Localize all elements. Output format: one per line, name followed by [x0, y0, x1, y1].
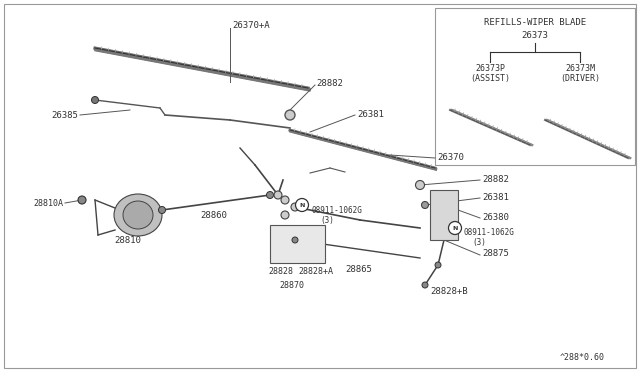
Circle shape: [274, 191, 282, 199]
Text: 28875: 28875: [482, 250, 509, 259]
Circle shape: [422, 202, 429, 208]
Text: (ASSIST): (ASSIST): [470, 74, 510, 83]
Circle shape: [435, 262, 441, 268]
Circle shape: [266, 192, 273, 199]
Text: 28810A: 28810A: [33, 199, 63, 208]
Bar: [270, 225, 325, 263]
Text: (DRIVER): (DRIVER): [560, 74, 600, 83]
Circle shape: [78, 196, 86, 204]
Text: ^288*0.60: ^288*0.60: [560, 353, 605, 362]
Text: 26373: 26373: [522, 31, 548, 39]
Circle shape: [296, 199, 308, 212]
Text: (3): (3): [320, 215, 334, 224]
Text: N: N: [452, 225, 458, 231]
Circle shape: [422, 282, 428, 288]
Text: 08911-1062G: 08911-1062G: [312, 205, 363, 215]
Text: 26370+A: 26370+A: [232, 20, 269, 29]
Circle shape: [159, 206, 166, 214]
Text: 26373M: 26373M: [565, 64, 595, 73]
Text: (3): (3): [472, 237, 486, 247]
Text: 28870: 28870: [280, 280, 305, 289]
Circle shape: [291, 203, 299, 211]
Circle shape: [292, 237, 298, 243]
Text: 26373P: 26373P: [475, 64, 505, 73]
Text: N: N: [300, 202, 305, 208]
Text: 28882: 28882: [482, 174, 509, 183]
Bar: [430, 190, 458, 240]
Ellipse shape: [123, 201, 153, 229]
Circle shape: [92, 96, 99, 103]
Text: 28810: 28810: [115, 235, 141, 244]
Text: 26381: 26381: [357, 109, 384, 119]
Text: 28828+B: 28828+B: [430, 288, 468, 296]
Text: 26385: 26385: [51, 110, 78, 119]
Text: 08911-1062G: 08911-1062G: [464, 228, 515, 237]
Text: 28865: 28865: [345, 266, 372, 275]
Text: 26381: 26381: [482, 192, 509, 202]
Bar: [435, 8, 635, 165]
Circle shape: [415, 180, 424, 189]
Text: REFILLS-WIPER BLADE: REFILLS-WIPER BLADE: [484, 17, 586, 26]
Text: 28828+A: 28828+A: [298, 266, 333, 276]
Text: 28882: 28882: [316, 78, 343, 87]
Circle shape: [449, 221, 461, 234]
Text: 28860: 28860: [200, 211, 227, 219]
Circle shape: [281, 211, 289, 219]
Circle shape: [285, 110, 295, 120]
Text: 26380: 26380: [482, 212, 509, 221]
Text: 28828: 28828: [268, 266, 293, 276]
Circle shape: [281, 196, 289, 204]
Text: 26370: 26370: [437, 153, 464, 161]
Ellipse shape: [114, 194, 162, 236]
